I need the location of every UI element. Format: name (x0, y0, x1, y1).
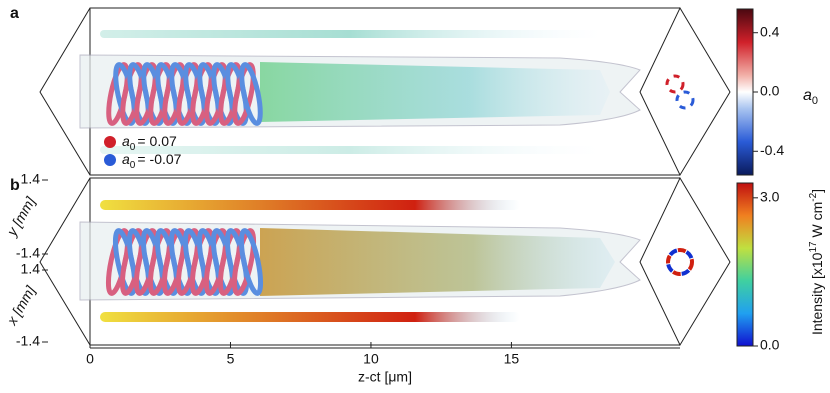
axis-label: x [mm] (3, 282, 39, 328)
cross-section (639, 176, 731, 347)
legend-marker (104, 136, 116, 148)
panel-label: a (10, 5, 19, 22)
coil (238, 228, 264, 296)
label-part: 17 (808, 241, 819, 253)
panel-b (39, 176, 731, 347)
subscript: 0 (130, 160, 136, 171)
mode (666, 248, 694, 276)
legend-text: a0 = -0.07 (122, 151, 182, 171)
axis-tick-label: -1.4 (16, 333, 40, 349)
legend-value: 0.07 (150, 133, 177, 149)
label-part: -2 (808, 192, 819, 201)
axis-tick-label: -1.4 (16, 245, 40, 261)
legend-text: a0 = 0.07 (122, 133, 177, 153)
colorbar-tick-label: -0.4 (760, 142, 784, 158)
colorbar-label: a0 (803, 87, 818, 107)
colorbar-tick-label: 3.0 (760, 189, 780, 205)
axis-tick-label: 1.4 (21, 171, 41, 187)
label-part: W cm (809, 202, 825, 242)
mode (665, 74, 685, 94)
beam (100, 312, 520, 322)
coil (232, 62, 256, 126)
subscript: 0 (812, 95, 818, 107)
cross-section (639, 6, 731, 177)
legend-marker (104, 154, 116, 166)
axis-tick-label: 15 (504, 351, 520, 367)
colorbar-tick-label: 0.4 (760, 23, 780, 39)
colorbar-tick-label: 0.0 (760, 83, 780, 99)
legend-value: -0.07 (150, 151, 182, 167)
plasma (260, 62, 610, 122)
symbol: a (803, 87, 812, 104)
axis-tick-label: 0 (86, 351, 94, 367)
axis-tick-label: 5 (227, 351, 235, 367)
mode (675, 90, 695, 110)
helix (105, 228, 264, 296)
subscript: 0 (130, 142, 136, 153)
colorbar-label: Intensity [x1017 W cm-2] (808, 189, 825, 335)
symbol: a (122, 133, 130, 149)
axis-tick-label: 1.4 (21, 261, 41, 277)
panel-a (39, 6, 731, 177)
label-part: ] (809, 189, 825, 193)
colorbar (736, 8, 754, 176)
frame (39, 177, 680, 346)
beam (100, 30, 600, 38)
label-part: Intensity [x10 (809, 252, 825, 335)
axis-label: z-ct [μm] (358, 369, 412, 385)
plasma (260, 228, 615, 296)
colorbar (736, 182, 754, 347)
coil (239, 62, 263, 126)
beam (100, 200, 520, 210)
axis-label: y [mm] (3, 193, 39, 239)
mode (666, 248, 694, 276)
coil (231, 228, 257, 296)
helix (106, 62, 263, 126)
symbol: a (122, 151, 130, 167)
relation: = (137, 133, 145, 149)
frame (39, 7, 680, 176)
beam (100, 146, 600, 154)
axis-tick-label: 10 (363, 351, 379, 367)
colorbar-tick-label: 0.0 (760, 337, 780, 353)
relation: = (137, 151, 145, 167)
panel-label: b (10, 177, 20, 194)
